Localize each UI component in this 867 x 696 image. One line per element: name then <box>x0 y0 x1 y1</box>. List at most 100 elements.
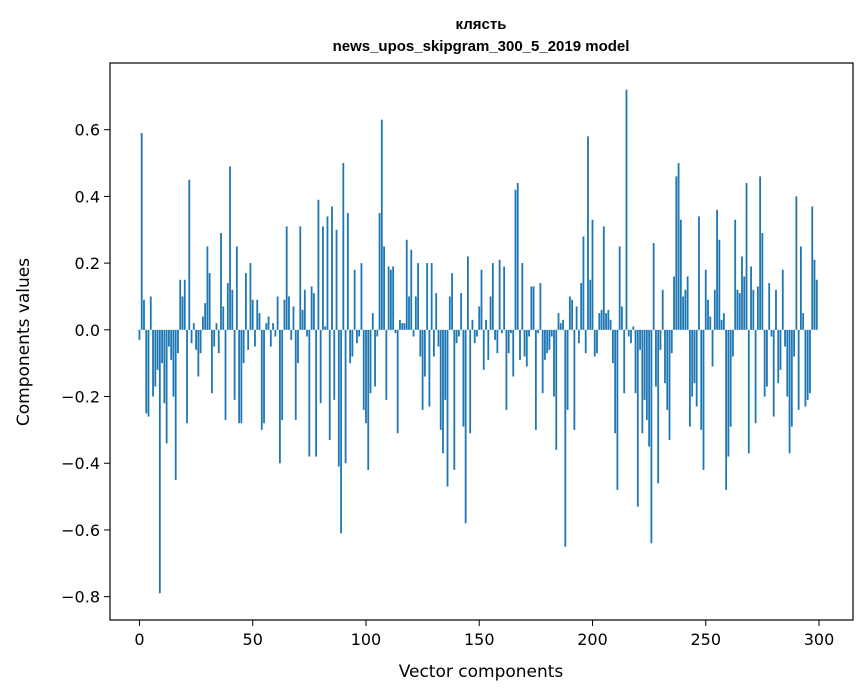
bar-269 <box>747 329 750 454</box>
bar-99 <box>362 329 365 410</box>
bar-210 <box>614 329 617 434</box>
bar-257 <box>720 319 723 330</box>
bar-28 <box>201 316 204 330</box>
bar-174 <box>532 286 535 330</box>
bar-34 <box>215 323 218 330</box>
bar-103 <box>371 313 374 330</box>
bar-5 <box>149 296 152 330</box>
bar-159 <box>498 259 501 330</box>
bar-133 <box>439 329 442 430</box>
bar-6 <box>152 329 154 397</box>
bar-295 <box>806 329 809 400</box>
bar-83 <box>326 216 329 330</box>
bar-232 <box>664 329 666 384</box>
bar-261 <box>729 329 732 427</box>
bar-78 <box>315 329 318 457</box>
bar-259 <box>725 329 728 490</box>
bar-64 <box>283 299 286 330</box>
bar-120 <box>410 249 413 330</box>
bar-32 <box>211 329 213 394</box>
bar-131 <box>435 293 438 330</box>
bar-198 <box>587 136 589 330</box>
bar-116 <box>401 323 404 330</box>
bar-60 <box>274 329 277 337</box>
bar-13 <box>167 329 170 347</box>
bar-15 <box>172 329 175 397</box>
bar-43 <box>235 246 238 330</box>
bar-44 <box>238 329 241 424</box>
bar-196 <box>582 236 585 330</box>
x-axis-label: Vector components <box>399 662 564 682</box>
bar-29 <box>204 303 207 330</box>
bar-139 <box>453 329 456 470</box>
bar-92 <box>346 213 349 330</box>
bar-214 <box>623 329 626 394</box>
bar-26 <box>197 329 200 377</box>
bar-228 <box>655 329 657 387</box>
bar-181 <box>548 329 551 350</box>
bar-223 <box>643 329 646 400</box>
bar-246 <box>695 329 698 407</box>
bar-178 <box>541 329 544 394</box>
bar-245 <box>693 329 696 384</box>
bar-235 <box>670 329 673 354</box>
bar-211 <box>616 329 619 490</box>
bar-145 <box>467 256 469 330</box>
chart-title-model: news_upos_skipgram_300_5_2019 model <box>333 38 630 55</box>
bar-274 <box>759 176 762 330</box>
bar-242 <box>686 276 689 330</box>
bar-10 <box>161 329 163 364</box>
bar-24 <box>192 323 195 330</box>
bar-110 <box>387 266 390 330</box>
y-tick-label: −0.4 <box>61 454 100 473</box>
y-tick-label: 0.4 <box>75 187 100 206</box>
bar-35 <box>217 329 220 354</box>
bar-292 <box>799 246 802 330</box>
bar-177 <box>539 283 542 330</box>
bar-282 <box>777 329 780 384</box>
bar-140 <box>455 329 458 344</box>
bar-162 <box>505 329 508 410</box>
bar-128 <box>428 329 431 407</box>
bar-17 <box>177 329 179 354</box>
bar-265 <box>738 293 741 330</box>
bar-54 <box>260 329 263 430</box>
bar-276 <box>763 329 766 397</box>
x-axis-ticks: 0 50 100 150 200 250 300 <box>134 620 834 649</box>
bar-287 <box>788 329 791 454</box>
bar-20 <box>183 279 186 330</box>
bar-49 <box>249 263 252 330</box>
bar-255 <box>716 209 718 330</box>
bar-157 <box>494 329 496 340</box>
bar-63 <box>281 329 284 420</box>
bar-247 <box>698 216 700 330</box>
bar-136 <box>446 329 449 487</box>
bar-187 <box>562 319 564 330</box>
bar-150 <box>478 306 481 330</box>
bar-256 <box>718 239 721 330</box>
bar-220 <box>636 329 639 507</box>
bar-42 <box>233 329 236 400</box>
bar-2 <box>143 299 145 330</box>
bar-119 <box>408 296 410 330</box>
bar-118 <box>405 239 408 330</box>
bar-254 <box>713 289 716 330</box>
bar-188 <box>564 329 567 547</box>
bar-297 <box>811 206 814 330</box>
bar-90 <box>342 163 345 330</box>
bar-59 <box>272 323 274 330</box>
bar-96 <box>356 329 358 344</box>
bar-95 <box>353 269 356 330</box>
bar-294 <box>804 329 807 407</box>
bar-134 <box>442 329 444 454</box>
bar-69 <box>294 329 297 420</box>
bar-204 <box>600 309 603 330</box>
bar-102 <box>369 329 372 394</box>
bar-240 <box>682 296 685 330</box>
bar-70 <box>297 329 299 364</box>
bar-215 <box>625 89 628 330</box>
bar-86 <box>333 329 336 400</box>
bar-148 <box>473 329 476 344</box>
bar-98 <box>360 263 363 330</box>
